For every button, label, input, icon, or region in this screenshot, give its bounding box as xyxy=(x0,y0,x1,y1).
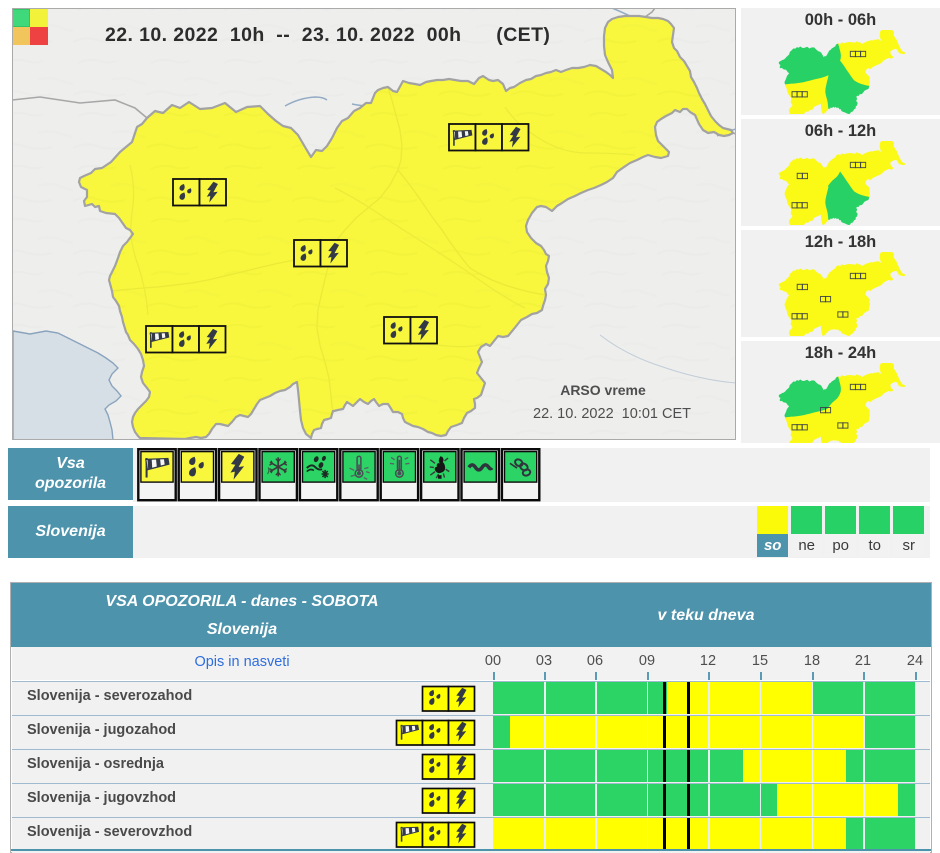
svg-text:22. 10. 2022 10:01 CET: 22. 10. 2022 10:01 CET xyxy=(533,406,691,422)
svg-text:ARSO vreme: ARSO vreme xyxy=(560,382,646,398)
svg-text:22. 10. 2022 10h -- 23. 10.: 22. 10. 2022 10h -- 23. 10. 2022 00h (CE… xyxy=(105,24,550,46)
